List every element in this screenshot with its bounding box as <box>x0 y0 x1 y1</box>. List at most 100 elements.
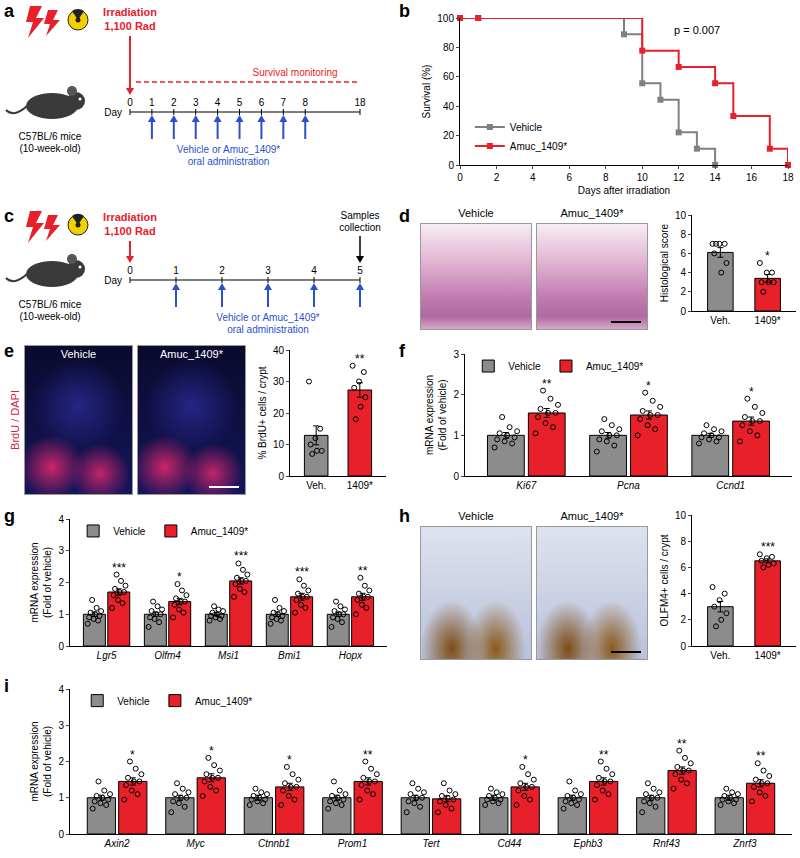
svg-text:0: 0 <box>448 160 454 171</box>
svg-text:collection: collection <box>339 222 381 233</box>
svg-text:**: ** <box>677 737 687 751</box>
svg-text:***: *** <box>761 540 775 554</box>
svg-text:*: * <box>765 249 770 263</box>
svg-text:*: * <box>287 753 292 767</box>
svg-text:Histological score: Histological score <box>659 223 670 302</box>
svg-text:4: 4 <box>215 97 221 108</box>
svg-text:OLFM4+ cells / crypt: OLFM4+ cells / crypt <box>659 534 670 626</box>
svg-text:Amuc_1409*: Amuc_1409* <box>195 696 252 707</box>
svg-text:10: 10 <box>675 510 687 521</box>
svg-text:Days after irradiation: Days after irradiation <box>578 185 670 196</box>
svg-text:Ephb3: Ephb3 <box>573 838 602 849</box>
svg-text:30: 30 <box>273 376 285 387</box>
svg-text:Veh.: Veh. <box>710 650 730 661</box>
svg-text:*: * <box>209 744 214 758</box>
svg-text:4: 4 <box>311 265 317 276</box>
svg-text:Vehicle: Vehicle <box>510 122 543 133</box>
svg-text:Amuc_1409*: Amuc_1409* <box>510 141 567 152</box>
svg-text:6: 6 <box>680 248 686 259</box>
svg-text:3: 3 <box>265 265 271 276</box>
svg-text:4: 4 <box>530 172 536 183</box>
svg-text:20: 20 <box>273 408 285 419</box>
svg-text:Bmi1: Bmi1 <box>278 650 301 661</box>
svg-text:Amuc_1409*: Amuc_1409* <box>191 526 248 537</box>
svg-text:Survival monitoring: Survival monitoring <box>252 67 337 78</box>
svg-text:p = 0.007: p = 0.007 <box>674 24 720 36</box>
svg-text:mRNA expression(Fold of vehicl: mRNA expression(Fold of vehicle) <box>29 542 53 622</box>
svg-text:Vehicle: Vehicle <box>508 361 541 372</box>
svg-text:Vehicle or Amuc_1409*: Vehicle or Amuc_1409* <box>216 312 320 323</box>
svg-text:Cd44: Cd44 <box>498 838 522 849</box>
svg-text:80: 80 <box>443 42 455 53</box>
svg-text:mRNA expression(Fold of vehicl: mRNA expression(Fold of vehicle) <box>424 375 448 455</box>
svg-text:Rnf43: Rnf43 <box>653 838 680 849</box>
svg-text:3: 3 <box>453 349 459 360</box>
svg-text:Veh.: Veh. <box>306 480 326 491</box>
svg-text:4: 4 <box>58 684 64 695</box>
svg-text:Day: Day <box>104 107 122 118</box>
svg-text:**: ** <box>756 749 766 763</box>
svg-text:Day: Day <box>104 275 122 286</box>
svg-text:1409*: 1409* <box>755 650 781 661</box>
svg-text:Amuc_1409*: Amuc_1409* <box>586 361 643 372</box>
svg-text:Survival (%): Survival (%) <box>421 65 432 119</box>
svg-text:Msi1: Msi1 <box>218 650 239 661</box>
svg-text:Vehicle or Amuc_1409*: Vehicle or Amuc_1409* <box>177 144 281 155</box>
svg-text:Irradiation: Irradiation <box>103 6 157 18</box>
svg-text:C57BL/6 mice: C57BL/6 mice <box>19 299 82 310</box>
svg-text:10: 10 <box>637 172 649 183</box>
svg-text:7: 7 <box>281 97 287 108</box>
svg-text:14: 14 <box>710 172 722 183</box>
svg-text:6: 6 <box>567 172 573 183</box>
svg-text:Veh.: Veh. <box>710 315 730 326</box>
svg-text:2: 2 <box>58 756 64 767</box>
svg-text:Prom1: Prom1 <box>338 838 367 849</box>
svg-text:40: 40 <box>443 101 455 112</box>
svg-text:18: 18 <box>782 172 794 183</box>
svg-text:3: 3 <box>193 97 199 108</box>
svg-text:6: 6 <box>259 97 265 108</box>
svg-text:*: * <box>646 379 651 393</box>
svg-text:1: 1 <box>58 792 64 803</box>
svg-text:Ccnd1: Ccnd1 <box>716 480 745 491</box>
svg-text:60: 60 <box>443 71 455 82</box>
svg-text:16: 16 <box>746 172 758 183</box>
svg-text:**: ** <box>358 564 368 578</box>
svg-text:*: * <box>523 753 528 767</box>
svg-text:0: 0 <box>680 641 686 652</box>
svg-text:Ctnnb1: Ctnnb1 <box>258 838 290 849</box>
svg-text:4: 4 <box>58 514 64 525</box>
svg-text:% BrdU+ cells / crypt: % BrdU+ cells / crypt <box>257 366 268 459</box>
svg-text:1: 1 <box>58 609 64 620</box>
svg-text:2: 2 <box>171 97 177 108</box>
svg-text:1: 1 <box>173 265 179 276</box>
svg-text:8: 8 <box>302 97 308 108</box>
svg-text:Vehicle: Vehicle <box>117 696 150 707</box>
svg-text:3: 3 <box>58 545 64 556</box>
svg-text:Znrf3: Znrf3 <box>732 838 757 849</box>
svg-text:8: 8 <box>680 536 686 547</box>
svg-text:8: 8 <box>603 172 609 183</box>
svg-text:Ki67: Ki67 <box>516 480 536 491</box>
svg-text:1: 1 <box>149 97 155 108</box>
svg-text:0: 0 <box>127 97 133 108</box>
svg-text:1409*: 1409* <box>755 315 781 326</box>
svg-text:*: * <box>130 748 135 762</box>
svg-text:Olfm4: Olfm4 <box>154 650 181 661</box>
svg-text:2: 2 <box>219 265 225 276</box>
svg-text:0: 0 <box>457 172 463 183</box>
svg-text:2: 2 <box>494 172 500 183</box>
svg-text:mRNA expression(Fold of vehicl: mRNA expression(Fold of vehicle) <box>29 721 53 801</box>
svg-text:5: 5 <box>357 265 363 276</box>
svg-text:Pcna: Pcna <box>617 480 640 491</box>
svg-text:1,100 Rad: 1,100 Rad <box>104 225 155 237</box>
svg-text:Irradiation: Irradiation <box>103 211 157 223</box>
svg-text:oral administration: oral administration <box>227 324 309 335</box>
svg-text:4: 4 <box>680 588 686 599</box>
svg-text:Myc: Myc <box>186 838 204 849</box>
svg-text:0: 0 <box>58 829 64 840</box>
svg-text:***: *** <box>234 549 248 563</box>
svg-text:40: 40 <box>273 345 285 356</box>
svg-text:**: ** <box>599 748 609 762</box>
svg-text:10: 10 <box>675 210 687 221</box>
